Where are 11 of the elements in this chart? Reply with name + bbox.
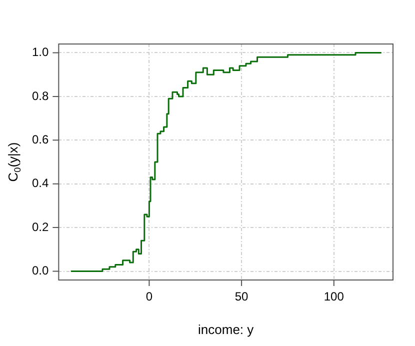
y-axis-title: C0(y|x) [6,142,22,182]
x-tick-label: 50 [234,290,249,304]
x-axis-title: income: y [198,322,254,337]
x-tick-label: 100 [324,290,344,304]
y-tick-label: 0.2 [32,220,49,234]
x-tick-label: 0 [146,290,153,304]
y-tick-label: 0.4 [32,176,49,190]
y-tick-label: 0.8 [32,88,49,103]
y-tick-label: 1.0 [32,45,49,60]
y-tick-label: 0.0 [32,264,49,278]
y-tick-label: 0.6 [32,132,49,146]
